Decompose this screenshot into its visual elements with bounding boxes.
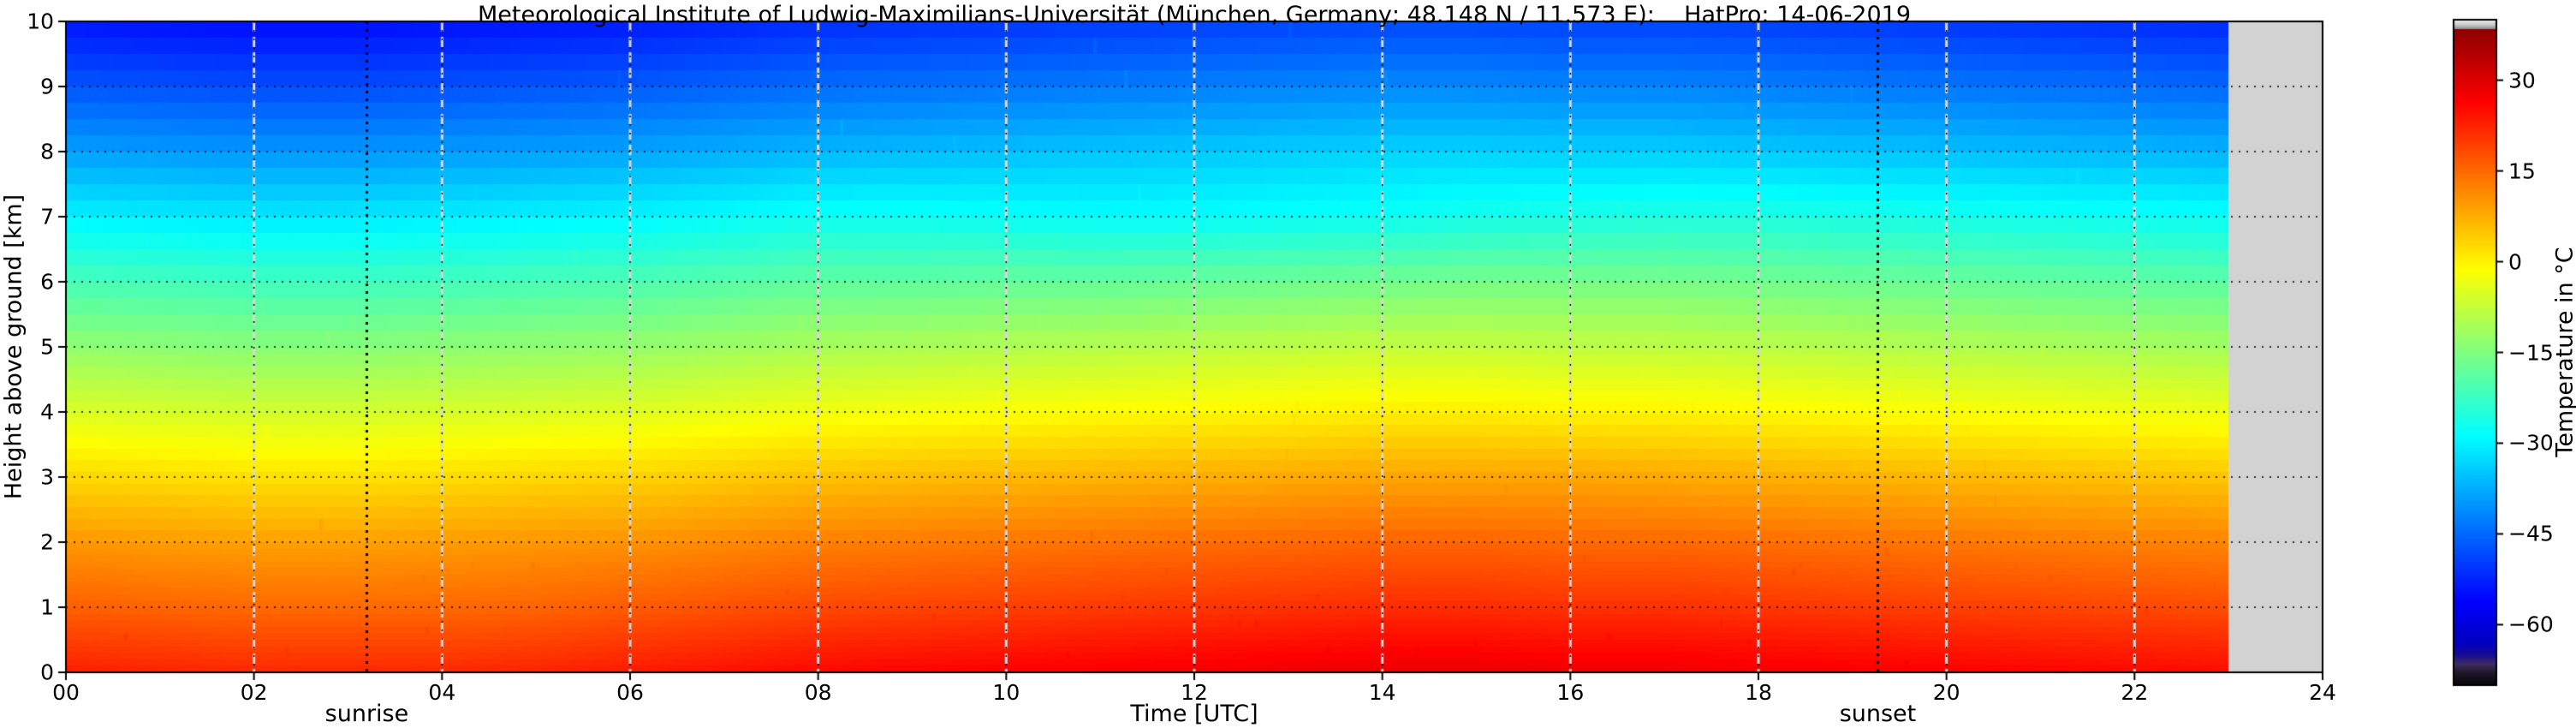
- y-tick-label: 1: [40, 594, 54, 620]
- y-tick-label: 9: [40, 74, 54, 99]
- x-tick-label: 24: [2309, 680, 2336, 705]
- x-tick-label: 14: [1368, 680, 1396, 705]
- colorbar-tick-label: 30: [2508, 68, 2536, 93]
- x-tick-label: 10: [992, 680, 1020, 705]
- sunrise-label: sunrise: [324, 701, 409, 727]
- chart-title: Meteorological Institute of Ludwig-Maxim…: [477, 2, 1912, 28]
- x-tick-label: 18: [1745, 680, 1772, 705]
- colorbar-tick-label: −30: [2508, 430, 2554, 456]
- colorbar-tick-label: 0: [2508, 249, 2522, 275]
- x-tick-label: 06: [616, 680, 644, 705]
- colorbar-tick-label: −60: [2508, 612, 2554, 637]
- x-tick-label: 20: [1932, 680, 1960, 705]
- x-tick-label: 04: [428, 680, 456, 705]
- y-tick-label: 4: [40, 399, 54, 425]
- y-tick-label: 2: [40, 529, 54, 555]
- x-tick-label: 08: [804, 680, 832, 705]
- x-tick-label: 16: [1556, 680, 1585, 705]
- sunset-label: sunset: [1839, 701, 1917, 727]
- y-tick-label: 8: [40, 139, 54, 164]
- y-tick-label: 10: [27, 9, 54, 34]
- colorbar-tick-label: 15: [2508, 158, 2536, 184]
- y-tick-label: 0: [40, 659, 54, 685]
- x-axis-title: Time [UTC]: [1130, 701, 1258, 727]
- colorbar-title: Temperature in °C: [2551, 247, 2576, 457]
- y-tick-label: 5: [40, 334, 54, 360]
- colorbar-tick-label: −45: [2508, 521, 2554, 546]
- x-tick-label: 22: [2121, 680, 2149, 705]
- x-tick-label: 12: [1181, 680, 1208, 705]
- y-tick-label: 6: [40, 269, 54, 295]
- y-axis-title: Height above ground [km]: [0, 194, 27, 500]
- y-tick-label: 3: [40, 464, 54, 490]
- x-tick-label: 00: [52, 680, 80, 705]
- colorbar-tick-label: −15: [2508, 340, 2554, 365]
- y-tick-label: 7: [40, 204, 54, 230]
- x-tick-label: 02: [240, 680, 268, 705]
